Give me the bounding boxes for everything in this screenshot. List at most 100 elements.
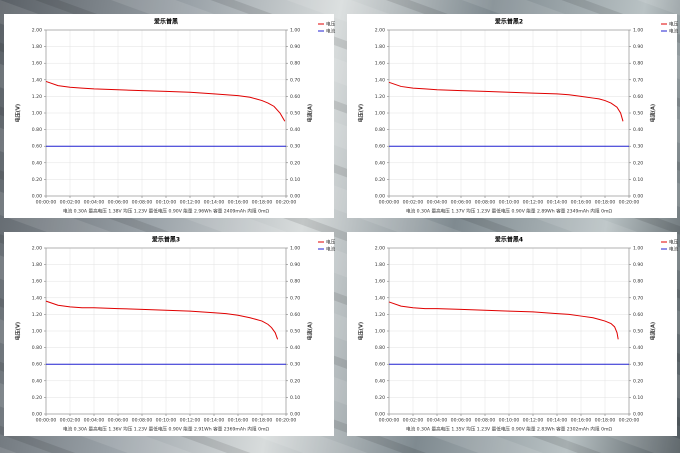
y2-tick-label: 1.00: [290, 28, 300, 34]
y-tick-label: 0.60: [32, 362, 42, 368]
x-tick-label: 00:04:00: [84, 418, 105, 424]
y2-tick-label: 1.00: [633, 28, 643, 34]
y-tick-label: 1.20: [375, 94, 385, 100]
chart-title: 爱乐普黑2: [495, 18, 523, 26]
x-tick-label: 00:00:00: [379, 418, 400, 424]
legend-label: 电流: [326, 246, 336, 253]
x-tick-label: 00:16:00: [571, 418, 592, 424]
x-tick-label: 00:16:00: [228, 200, 249, 206]
chart-panel: [347, 232, 677, 436]
x-tick-label: 00:16:00: [228, 418, 249, 424]
legend-label: 电流: [669, 246, 679, 253]
x-tick-label: 00:14:00: [204, 200, 225, 206]
x-tick-label: 00:10:00: [156, 200, 177, 206]
x-tick-label: 00:08:00: [132, 200, 153, 206]
y2-tick-label: 0.90: [290, 262, 300, 268]
y2-tick-label: 0.80: [290, 279, 300, 285]
y-tick-label: 1.00: [32, 111, 42, 117]
y-tick-label: 2.00: [32, 28, 42, 34]
y2-axis-label: 电流(A): [650, 322, 657, 340]
series-line: [388, 81, 624, 122]
x-tick-label: 00:00:00: [379, 200, 400, 206]
y2-tick-label: 0.50: [633, 329, 643, 335]
y2-tick-label: 0.90: [633, 44, 643, 50]
y-tick-label: 0.80: [32, 127, 42, 133]
x-tick-label: 00:04:00: [84, 200, 105, 206]
x-tick-label: 00:20:00: [619, 418, 640, 424]
x-tick-label: 00:20:00: [276, 418, 297, 424]
y2-tick-label: 0.20: [290, 160, 300, 166]
x-tick-label: 00:06:00: [108, 200, 129, 206]
y-tick-label: 1.00: [375, 111, 385, 117]
y-tick-label: 1.60: [32, 279, 42, 285]
y-tick-label: 1.40: [32, 295, 42, 301]
x-tick-label: 00:18:00: [252, 418, 273, 424]
chart-note: 电流 0.30A 最高电压 1.38V 均压 1.23V 最低电压 0.90V …: [63, 208, 269, 215]
y-tick-label: 0.80: [32, 345, 42, 351]
y2-tick-label: 0.50: [290, 329, 300, 335]
chart-panel: [4, 232, 334, 436]
chart-panel: [4, 14, 334, 218]
legend-label: 电压: [669, 21, 679, 28]
chart-title: 爱乐普黑3: [152, 236, 180, 244]
x-tick-label: 00:02:00: [403, 418, 424, 424]
y-tick-label: 1.20: [32, 312, 42, 318]
y2-tick-label: 0.30: [633, 144, 643, 150]
y-tick-label: 1.80: [32, 262, 42, 268]
x-tick-label: 00:12:00: [523, 418, 544, 424]
chart-panel: [347, 14, 677, 218]
y-tick-label: 0.00: [32, 412, 42, 418]
y-tick-label: 1.00: [375, 329, 385, 335]
y-tick-label: 0.00: [32, 194, 42, 200]
y2-tick-label: 0.70: [633, 295, 643, 301]
x-tick-label: 00:08:00: [475, 200, 496, 206]
chart-note: 电流 0.30A 最高电压 1.35V 均压 1.23V 最低电压 0.90V …: [406, 426, 612, 433]
x-tick-label: 00:14:00: [204, 418, 225, 424]
y2-tick-label: 0.60: [633, 312, 643, 318]
y-tick-label: 0.80: [375, 127, 385, 133]
y2-tick-label: 0.30: [290, 362, 300, 368]
y2-tick-label: 0.20: [633, 160, 643, 166]
x-tick-label: 00:02:00: [60, 418, 81, 424]
legend-label: 电流: [326, 28, 336, 35]
legend-label: 电压: [326, 21, 336, 28]
plot-frame: [45, 29, 287, 197]
y-tick-label: 0.20: [375, 395, 385, 401]
y-tick-label: 0.60: [375, 362, 385, 368]
chart-title: 爱乐普黑: [154, 18, 178, 26]
y-tick-label: 1.00: [32, 329, 42, 335]
legend-label: 电压: [669, 239, 679, 246]
y2-tick-label: 0.20: [633, 378, 643, 384]
legend-label: 电压: [326, 239, 336, 246]
y2-tick-label: 0.80: [290, 61, 300, 67]
y2-tick-label: 0.00: [633, 194, 643, 200]
y-tick-label: 1.60: [375, 279, 385, 285]
y-tick-label: 1.80: [32, 44, 42, 50]
y-tick-label: 0.40: [375, 378, 385, 384]
x-tick-label: 00:06:00: [451, 200, 472, 206]
x-tick-label: 00:16:00: [571, 200, 592, 206]
y2-tick-label: 0.20: [290, 378, 300, 384]
y-tick-label: 1.40: [375, 77, 385, 83]
y2-tick-label: 0.70: [633, 77, 643, 83]
y-tick-label: 0.00: [375, 412, 385, 418]
x-tick-label: 00:02:00: [403, 200, 424, 206]
y-tick-label: 1.40: [32, 77, 42, 83]
x-tick-label: 00:18:00: [252, 200, 273, 206]
x-tick-label: 00:10:00: [499, 200, 520, 206]
y2-tick-label: 0.30: [633, 362, 643, 368]
y-tick-label: 2.00: [375, 28, 385, 34]
y2-tick-label: 0.50: [290, 111, 300, 117]
x-tick-label: 00:14:00: [547, 200, 568, 206]
y2-tick-label: 1.00: [290, 246, 300, 252]
x-tick-label: 00:12:00: [523, 200, 544, 206]
y2-tick-label: 0.40: [290, 127, 300, 133]
y-axis-label: 电压(V): [15, 104, 22, 122]
y2-tick-label: 0.10: [633, 395, 643, 401]
x-tick-label: 00:18:00: [595, 418, 616, 424]
y2-tick-label: 0.30: [290, 144, 300, 150]
y-tick-label: 0.80: [375, 345, 385, 351]
y2-tick-label: 0.60: [290, 312, 300, 318]
y2-tick-label: 0.40: [633, 345, 643, 351]
x-tick-label: 00:12:00: [180, 418, 201, 424]
